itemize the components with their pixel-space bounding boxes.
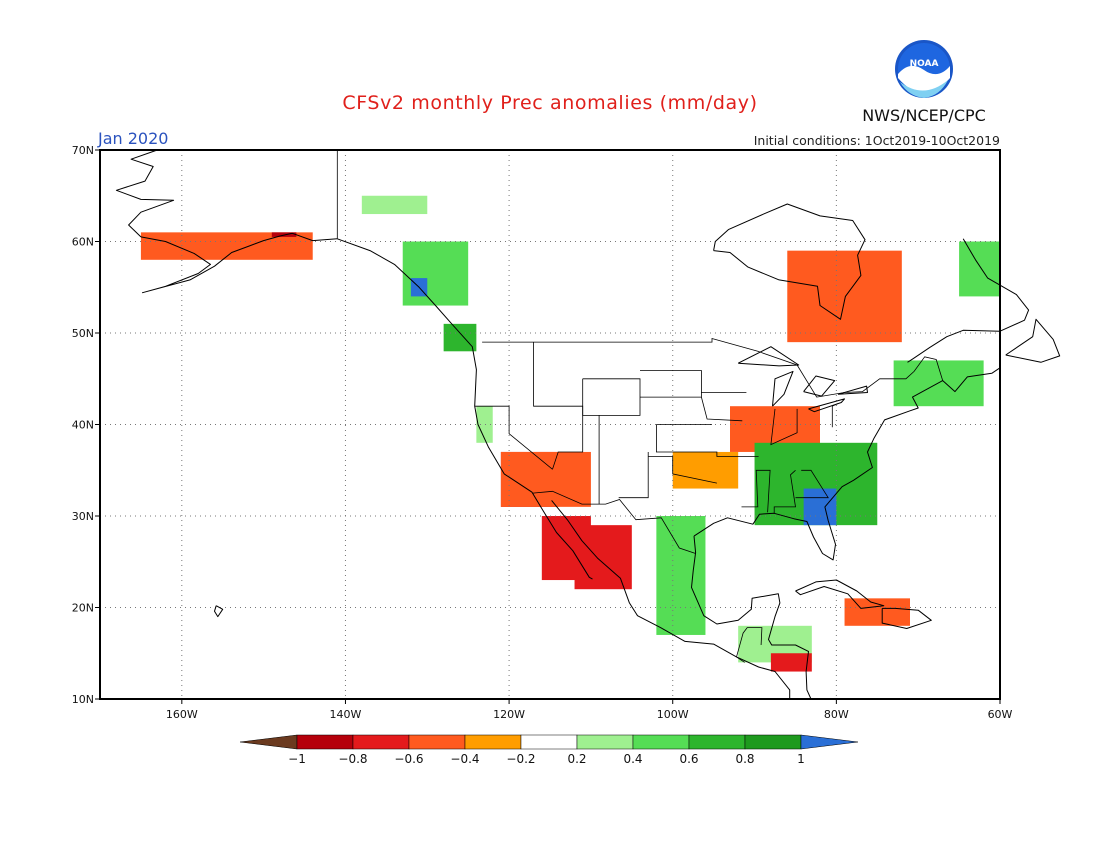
lat-tick-label: 70N [72,144,94,157]
coastline [808,398,845,413]
lon-tick-label: 60W [988,708,1013,721]
coastline [691,536,812,700]
colorbar-swatch [408,734,466,750]
coastline [115,149,175,238]
anomaly-cells [140,195,1000,672]
lat-tick-label: 60N [72,236,94,249]
lon-tick-label: 100W [657,708,689,721]
colorbar-label: 0.8 [735,752,754,766]
coastline [837,385,868,395]
lat-tick-label: 50N [72,327,94,340]
colorbar-swatch [520,734,578,750]
political-border [474,405,553,470]
anomaly-region [770,653,812,672]
political-border [482,337,944,398]
coastline [881,607,932,629]
colorbar-swatch [464,734,522,750]
colorbar-swatch [688,734,746,750]
noaa-logo: NOAA [895,40,953,98]
coastline [713,203,866,320]
colorbar-swatch [576,734,634,750]
anomaly-region [500,451,591,507]
anomaly-region [574,525,632,590]
colorbar-swatch [296,734,354,750]
political-border [656,424,759,457]
anomaly-region [361,195,428,215]
lon-tick-label: 120W [493,708,525,721]
coastline [693,367,1001,561]
anomaly-region [844,598,910,626]
colorbar-label: 0.4 [623,752,642,766]
colorbar-label: 0.2 [567,752,586,766]
colorbar-label: 0.6 [679,752,698,766]
political-border [773,470,796,514]
colorbar-label: 1 [797,752,805,766]
political-border [770,408,798,446]
axis-ticks: 160W 140W 120W 100W 80W 60W 70N 60N 50N 40N 30N 20N… [72,144,1013,721]
political-border [648,456,717,484]
colorbar-label: −0.4 [450,752,479,766]
organization-label: NWS/NCEP/CPC [862,106,986,125]
political-border [533,342,584,470]
lon-tick-label: 160W [166,708,198,721]
initial-conditions: Initial conditions: 1Oct2019-10Oct2019 [754,133,1000,148]
anomaly-region [959,241,1000,297]
colorbar-swatch [352,734,410,750]
coastlines [115,149,1061,700]
lat-tick-label: 10N [72,693,94,706]
political-border [532,490,696,554]
political-border [741,469,771,513]
political-border [618,452,649,499]
political-border [795,469,829,499]
coastline [907,238,1030,363]
colorbar-swatch [632,734,690,750]
political-border [831,403,839,428]
colorbar-label: −0.2 [506,752,535,766]
coastline [337,238,593,580]
anomaly-region [476,406,493,443]
lat-tick-label: 40N [72,419,94,432]
colorbar-arrow-low [239,734,298,750]
anomaly-region [656,516,706,635]
anomaly-region [672,451,739,489]
colorbar: −1 −0.8 −0.6 −0.4 −0.2 0.2 0.4 0.6 0.8 1 [239,734,859,766]
logo-lettering: NOAA [910,59,939,69]
colorbar-swatch [744,734,802,750]
anomaly-region [443,323,477,352]
coastline [795,579,885,609]
anomaly-region [787,250,902,343]
map-panel: 160W 140W 120W 100W 80W 60W 70N 60N 50N 40N 30N 20N… [72,144,1061,721]
political-border [640,370,702,398]
map-grid [100,150,1000,699]
coastline [1005,318,1061,363]
coastline [772,370,794,407]
colorbar-arrow-high [800,734,859,750]
lon-tick-label: 80W [824,708,849,721]
anomaly-region [803,488,837,526]
political-border [736,627,763,663]
political-border [582,378,641,416]
coastline [551,500,791,699]
colorbar-label: −0.6 [394,752,423,766]
lat-tick-label: 20N [72,602,94,615]
political-border [701,396,743,422]
coastline [140,232,338,294]
valid-month: Jan 2020 [97,129,168,148]
figure-title: CFSv2 monthly Prec anomalies (mm/day) [342,92,757,114]
coastline [214,605,224,618]
lon-tick-label: 140W [330,708,362,721]
colorbar-label: −0.8 [338,752,367,766]
colorbar-label: −1 [288,752,306,766]
lat-tick-label: 30N [72,510,94,523]
